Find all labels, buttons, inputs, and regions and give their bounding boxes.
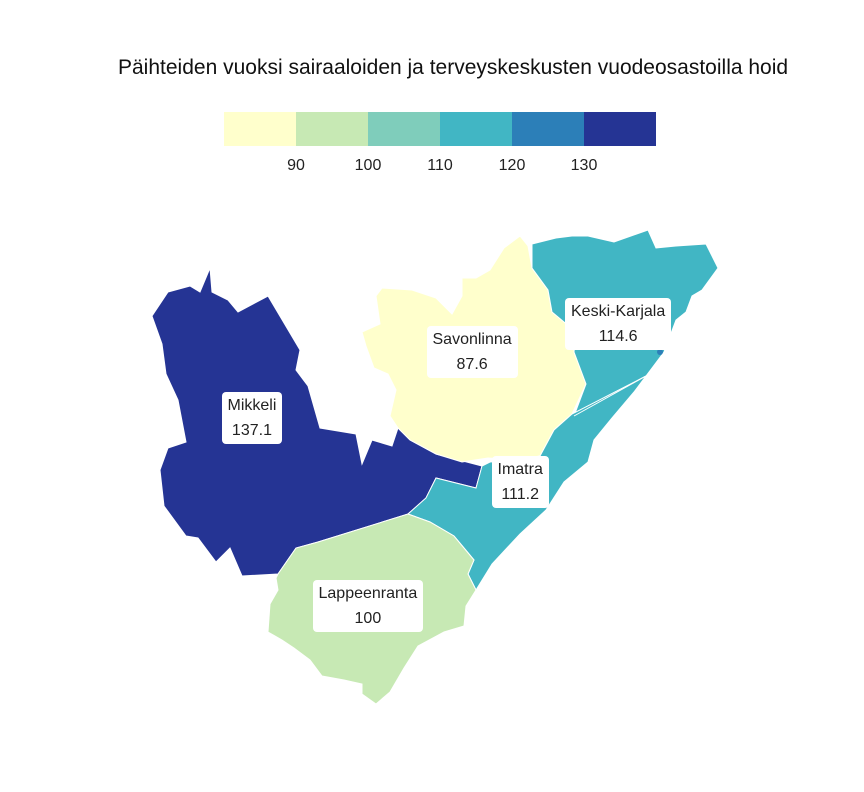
legend-tick-label: 90 bbox=[287, 157, 305, 174]
legend-swatch bbox=[512, 112, 584, 146]
region-name: Mikkeli bbox=[227, 397, 277, 414]
region-name: Lappeenranta bbox=[318, 585, 418, 602]
legend-tick-label: 100 bbox=[355, 157, 382, 174]
legend-swatch bbox=[224, 112, 296, 146]
legend-swatch bbox=[368, 112, 440, 146]
legend-swatch bbox=[584, 112, 656, 146]
region-value: 100 bbox=[354, 610, 382, 627]
region-value: 87.6 bbox=[456, 356, 488, 373]
legend-tick-label: 130 bbox=[571, 157, 598, 174]
region-name: Imatra bbox=[497, 461, 543, 478]
region-marker bbox=[657, 349, 663, 355]
color-legend: 90 100 110 120 130 bbox=[224, 112, 656, 174]
region-name: Keski-Karjala bbox=[571, 303, 666, 320]
legend-swatch bbox=[296, 112, 368, 146]
region-label: Savonlinna 87.6 bbox=[426, 326, 518, 378]
region-label: Lappeenranta 100 bbox=[312, 580, 424, 632]
region-name: Savonlinna bbox=[432, 331, 512, 348]
map-title: Päihteiden vuoksi sairaaloiden ja tervey… bbox=[118, 56, 789, 79]
legend-tick-label: 120 bbox=[499, 157, 526, 174]
region-label: Keski-Karjala 114.6 bbox=[565, 298, 672, 350]
region-border bbox=[573, 375, 647, 417]
legend-swatch bbox=[440, 112, 512, 146]
region-value: 137.1 bbox=[231, 422, 272, 439]
region-value: 114.6 bbox=[598, 328, 638, 345]
region-label: Imatra 111.2 bbox=[491, 456, 549, 508]
region-value: 111.2 bbox=[501, 486, 539, 503]
legend-tick-label: 110 bbox=[427, 157, 453, 174]
region-label: Mikkeli 137.1 bbox=[221, 392, 283, 444]
